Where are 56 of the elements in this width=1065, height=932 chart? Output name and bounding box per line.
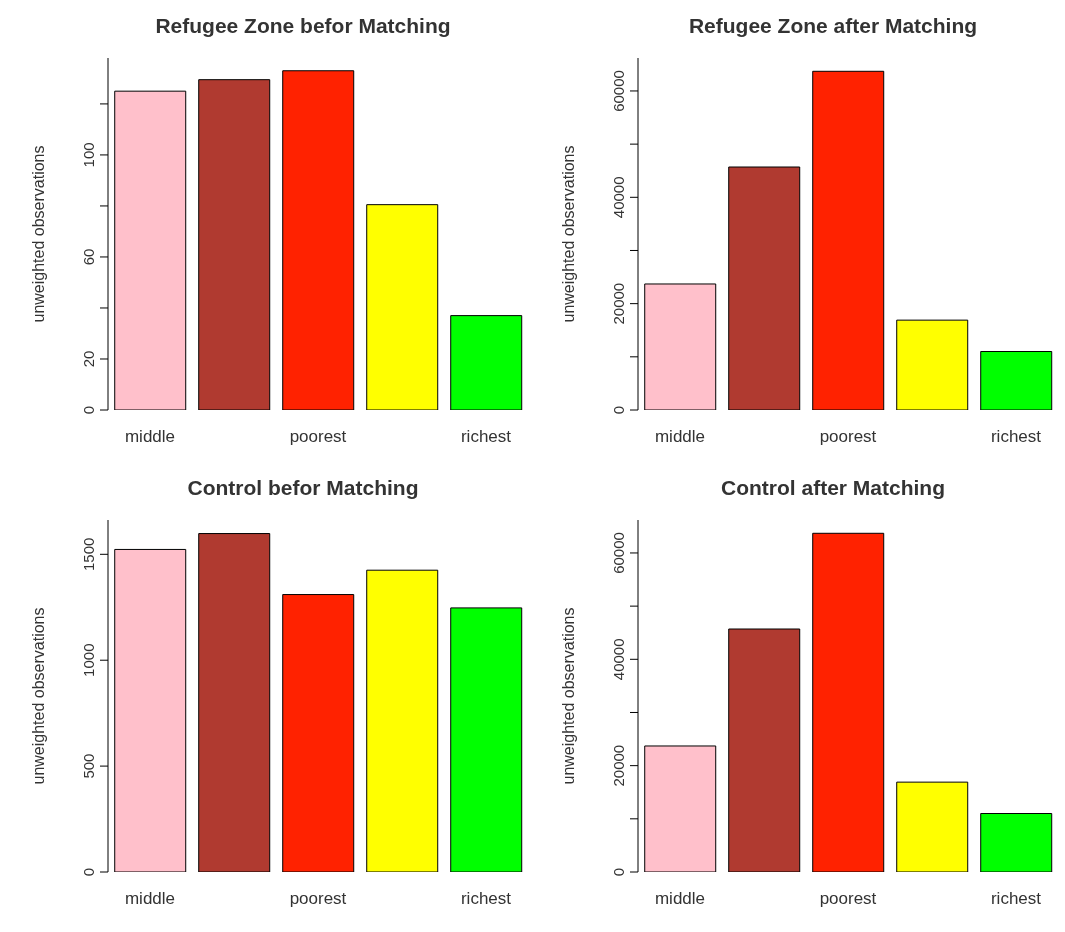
y-tick-label: 60000	[610, 532, 627, 574]
y-tick-label: 0	[80, 405, 97, 415]
y-axis-title: unweighted observations	[29, 145, 47, 323]
bar	[114, 548, 187, 872]
x-tick-label: richest	[460, 889, 512, 909]
x-tick-label: middle	[654, 889, 706, 909]
y-axis-title: unweighted observations	[29, 607, 47, 785]
bar	[450, 315, 523, 410]
x-tick-label: poorest	[819, 427, 877, 447]
y-tick-label: 20	[80, 350, 97, 368]
y-tick-label: 0	[610, 867, 627, 877]
y-tick-label: 0	[610, 405, 627, 415]
bar	[644, 745, 717, 872]
chart-title: Control after Matching	[720, 476, 946, 500]
y-tick-label: 100	[80, 142, 97, 168]
x-tick-label: middle	[654, 427, 706, 447]
chart-title: Refugee Zone befor Matching	[154, 14, 452, 38]
x-tick-label: richest	[990, 427, 1042, 447]
y-tick-label: 20000	[610, 744, 627, 787]
bar	[980, 813, 1053, 872]
bar	[366, 204, 439, 410]
x-tick-label: poorest	[819, 889, 877, 909]
x-tick-label: poorest	[289, 889, 347, 909]
bar	[980, 351, 1053, 410]
x-tick-label: middle	[124, 427, 176, 447]
x-tick-label: richest	[990, 889, 1042, 909]
bar	[896, 781, 969, 872]
y-tick-label: 1000	[80, 643, 97, 677]
bar	[114, 90, 187, 410]
bar	[812, 70, 885, 410]
y-tick-label: 60000	[610, 70, 627, 112]
y-axis-title: unweighted observations	[559, 607, 577, 785]
y-tick-label: 60	[80, 248, 97, 266]
x-tick-label: middle	[124, 889, 176, 909]
y-axis-title: unweighted observations	[559, 145, 577, 323]
bar	[450, 607, 523, 872]
bar	[282, 70, 355, 410]
y-tick-label: 0	[80, 867, 97, 877]
y-tick-label: 40000	[610, 176, 627, 219]
y-tick-label: 500	[80, 753, 97, 779]
chart-title: Refugee Zone after Matching	[687, 14, 979, 38]
bar	[728, 166, 801, 410]
bar	[198, 533, 271, 872]
x-tick-label: richest	[460, 427, 512, 447]
y-tick-label: 20000	[610, 282, 627, 325]
y-tick-label: 40000	[610, 638, 627, 681]
bar	[366, 569, 439, 872]
bar	[728, 628, 801, 872]
bar	[198, 79, 271, 410]
bar	[644, 283, 717, 410]
bar	[896, 319, 969, 410]
bar	[282, 594, 355, 872]
bar	[812, 532, 885, 872]
chart-title: Control befor Matching	[186, 476, 420, 500]
x-tick-label: poorest	[289, 427, 347, 447]
y-tick-label: 1500	[80, 537, 97, 571]
